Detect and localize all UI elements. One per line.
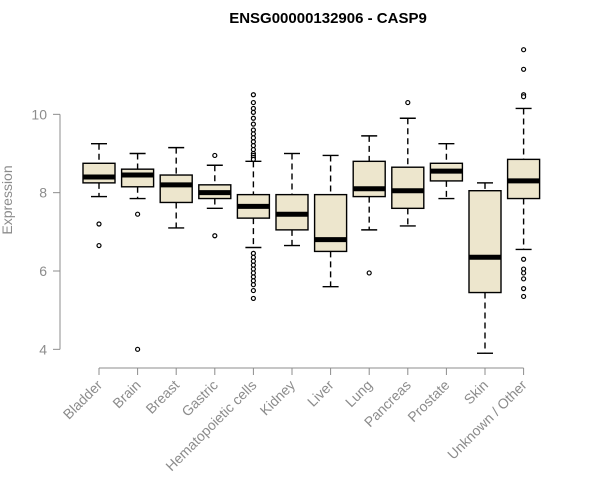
y-axis: 4 6 8 10 <box>31 106 61 357</box>
box-kidney <box>275 152 309 247</box>
box-lung <box>352 135 386 276</box>
outlier-point <box>250 99 256 106</box>
box-pancreas <box>391 99 425 227</box>
x-tick-label: Skin <box>461 377 492 408</box>
outlier-point <box>520 94 527 100</box>
x-tick-label: Prostate <box>404 377 452 425</box>
outlier-point <box>520 276 527 282</box>
outlier-point <box>212 233 218 239</box>
outlier-point <box>250 92 256 98</box>
x-tick-label: Kidney <box>257 377 299 419</box>
box-bladder <box>82 143 116 249</box>
y-tick-label: 10 <box>31 106 47 122</box>
iqr-box <box>468 190 502 294</box>
iqr-box <box>352 160 386 198</box>
outlier-point <box>250 282 256 288</box>
x-tick-label: Lung <box>342 377 375 410</box>
x-tick-label: Bladder <box>60 377 106 423</box>
box-breast <box>159 146 193 229</box>
outlier-point <box>250 156 256 162</box>
outlier-point <box>250 295 256 302</box>
box-brain <box>120 152 155 352</box>
y-tick-label: 6 <box>39 263 47 279</box>
iqr-box <box>120 168 155 188</box>
outlier-point <box>96 221 102 227</box>
outlier-point <box>250 121 256 127</box>
box-unknown-other <box>506 47 541 300</box>
outlier-point <box>135 346 141 352</box>
box-hematopoietic-cells <box>236 92 271 302</box>
x-tick-label: Liver <box>304 377 337 410</box>
outlier-point <box>250 109 256 115</box>
outlier-point <box>135 211 141 217</box>
box-skin <box>468 182 502 354</box>
iqr-box <box>82 162 116 184</box>
x-tick-label: Brain <box>109 377 143 411</box>
outlier-point <box>96 242 102 249</box>
iqr-box <box>313 193 348 253</box>
y-tick-label: 4 <box>39 341 47 357</box>
y-axis-label: Expression <box>0 165 15 234</box>
outlier-point <box>366 270 372 276</box>
outlier-point <box>405 99 411 106</box>
outlier-point <box>520 66 527 72</box>
y-tick-label: 8 <box>39 185 47 201</box>
x-tick-label: Breast <box>142 377 182 417</box>
box-gastric <box>198 152 232 239</box>
iqr-box <box>391 166 425 210</box>
outlier-point <box>250 115 256 121</box>
outlier-point <box>520 270 527 276</box>
outlier-point <box>250 287 256 294</box>
box-prostate <box>429 143 464 200</box>
outlier-point <box>520 47 527 53</box>
outlier-point <box>520 256 527 262</box>
chart-title: ENSG00000132906 - CASP9 <box>229 10 427 27</box>
outlier-point <box>212 152 218 159</box>
box-liver <box>313 154 348 288</box>
outlier-point <box>520 286 527 292</box>
iqr-box <box>159 174 193 204</box>
outlier-point <box>520 293 527 300</box>
box-series <box>82 47 541 354</box>
